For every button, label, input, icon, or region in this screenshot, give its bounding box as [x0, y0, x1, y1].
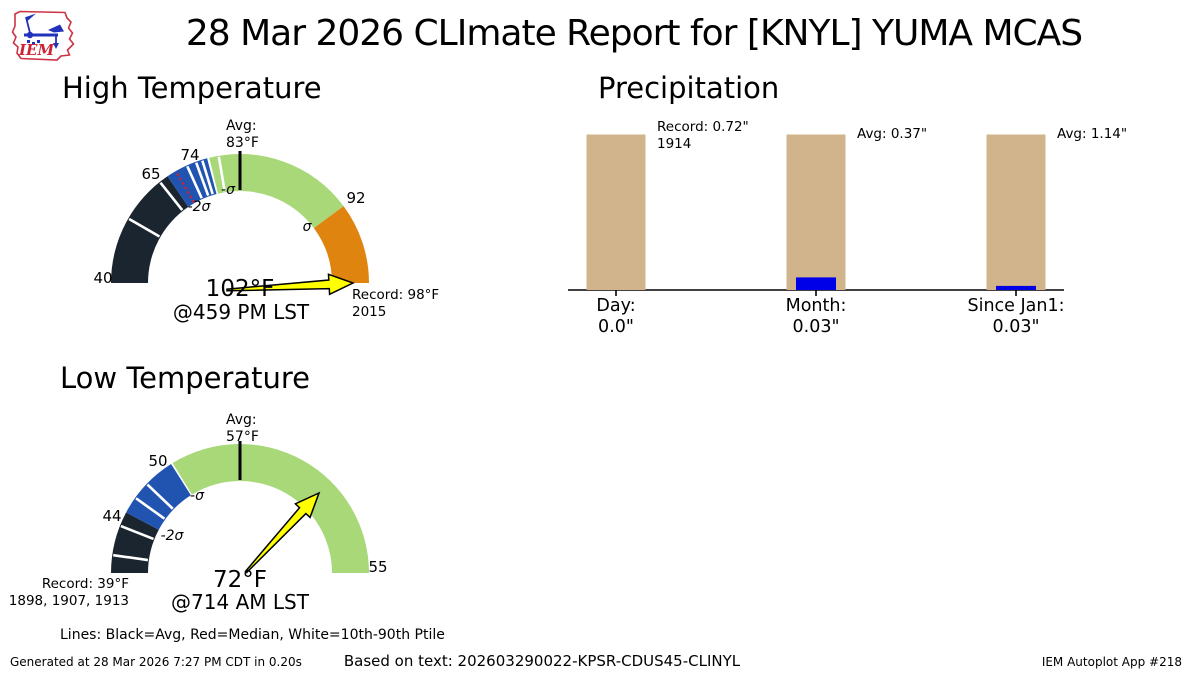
precip-observed-bar-1 — [796, 277, 836, 290]
low-temp-gauge-percentile-line — [146, 483, 174, 510]
precip-month-avg-label: Avg: 0.37" — [857, 126, 928, 142]
high-minus-sigma-label: -σ — [221, 182, 235, 198]
high-temp-gauge-median-line — [175, 171, 195, 203]
high-observed-time: @459 PM LST — [172, 300, 310, 324]
low-record-label: Record: 39°F — [41, 576, 129, 592]
high-minus-two-sigma-label: -2σ — [187, 199, 211, 215]
iem-logo-text: IEM — [18, 41, 54, 59]
precip-day-label: Day: — [596, 296, 636, 316]
low-temp-gauge-observed-arrow — [244, 491, 321, 574]
based-on-text: Based on text: 202603290022-KPSR-CDUS45-… — [343, 652, 741, 670]
high-temp-gauge-percentile-line — [159, 181, 184, 211]
high-temp-heading: High Temperature — [62, 71, 322, 105]
precip-day-value: 0.0" — [598, 317, 634, 337]
low-avg-label: Avg: — [226, 412, 257, 428]
high-temp-gauge-percentile-line — [128, 217, 161, 238]
low-avg-value: 57°F — [226, 429, 259, 445]
page-title: 28 Mar 2026 CLImate Report for [KNYL] YU… — [185, 13, 1083, 54]
low-record-years: 1898, 1907, 1913 — [8, 593, 129, 609]
high-temp-gauge-percentile-line — [217, 156, 226, 192]
precip-day-record-label: Record: 0.72" — [657, 119, 749, 135]
weather-vane-icon — [24, 13, 64, 49]
high-temp-gauge-percentile-line — [186, 165, 203, 199]
high-scale-label-40: 40 — [93, 269, 113, 287]
high-record-label: Record: 98°F — [352, 287, 440, 303]
precip-since-avg-label: Avg: 1.14" — [1057, 126, 1128, 142]
low-minus-sigma-label: -σ — [190, 488, 204, 504]
low-temp-heading: Low Temperature — [60, 361, 311, 395]
high-temp-gauge-arc-green — [209, 154, 344, 229]
high-temp-gauge-observed-arrow — [226, 273, 355, 296]
low-temp-gauge-percentile-line — [135, 497, 166, 520]
high-scale-label-92: 92 — [346, 189, 366, 207]
precip-month-label: Month: — [785, 296, 847, 316]
low-temp-gauge-arc-green — [172, 444, 369, 573]
high-scale-label-65: 65 — [141, 165, 161, 183]
high-plus-sigma-label: σ — [302, 219, 312, 235]
iem-logo: IEM — [11, 10, 75, 61]
high-temp-gauge-percentile-line — [194, 162, 210, 197]
low-observed-time: @714 AM LST — [171, 590, 309, 614]
high-avg-label: Avg: — [226, 118, 257, 134]
lines-legend: Lines: Black=Avg, Red=Median, White=10th… — [60, 627, 445, 643]
low-observed-value: 72°F — [213, 567, 267, 593]
precip-target-bar-0 — [586, 134, 646, 290]
precip-since-label: Since Jan1: — [967, 296, 1065, 316]
high-temp-gauge-percentile-line — [201, 160, 214, 195]
low-scale-label-50: 50 — [148, 452, 168, 470]
precip-observed-bar-2 — [996, 285, 1036, 290]
high-scale-label-74: 74 — [180, 146, 200, 164]
generated-timestamp: Generated at 28 Mar 2026 7:27 PM CDT in … — [10, 655, 302, 669]
precip-target-bar-1 — [786, 134, 846, 290]
precip-heading: Precipitation — [598, 71, 780, 105]
high-temp-gauge-arc-orange — [313, 206, 369, 283]
precip-since-value: 0.03" — [992, 317, 1040, 337]
low-temp-gauge-percentile-line — [113, 553, 149, 562]
low-scale-label-44: 44 — [102, 507, 122, 525]
high-observed-value: 102°F — [205, 276, 275, 302]
low-minus-two-sigma-label: -2σ — [160, 528, 184, 544]
precip-day-record-year: 1914 — [657, 136, 692, 152]
precip-target-bar-2 — [986, 134, 1046, 290]
low-scale-label-55: 55 — [368, 558, 388, 576]
app-credit: IEM Autoplot App #218 — [1041, 655, 1182, 669]
low-temp-gauge-percentile-line — [120, 524, 154, 541]
high-record-year: 2015 — [352, 304, 387, 320]
high-avg-value: 83°F — [226, 135, 259, 151]
precip-month-value: 0.03" — [792, 317, 840, 337]
